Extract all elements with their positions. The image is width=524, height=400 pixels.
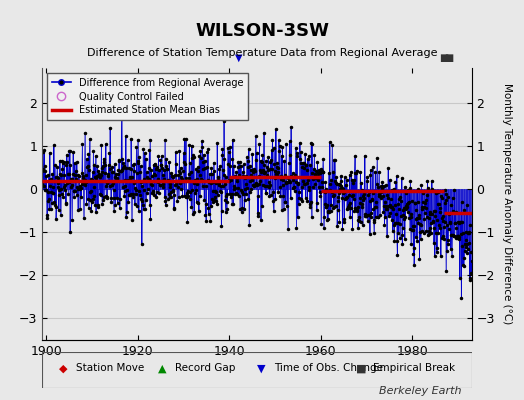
Text: ◆: ◆: [59, 363, 68, 373]
Text: ■: ■: [440, 52, 449, 62]
Text: ■: ■: [356, 363, 366, 373]
Text: Record Gap: Record Gap: [175, 363, 235, 373]
Text: ▲: ▲: [158, 363, 167, 373]
Text: Empirical Break: Empirical Break: [373, 363, 455, 373]
Text: Time of Obs. Change: Time of Obs. Change: [274, 363, 383, 373]
Text: ▼: ▼: [235, 52, 242, 62]
Text: Station Move: Station Move: [77, 363, 145, 373]
Y-axis label: Monthly Temperature Anomaly Difference (°C): Monthly Temperature Anomaly Difference (…: [501, 83, 511, 325]
Text: Berkeley Earth: Berkeley Earth: [379, 386, 461, 396]
Text: ■: ■: [444, 52, 453, 62]
Text: ▼: ▼: [257, 363, 265, 373]
Text: Difference of Station Temperature Data from Regional Average: Difference of Station Temperature Data f…: [87, 48, 437, 58]
Text: WILSON-3SW: WILSON-3SW: [195, 22, 329, 40]
Legend: Difference from Regional Average, Quality Control Failed, Estimated Station Mean: Difference from Regional Average, Qualit…: [47, 73, 248, 120]
